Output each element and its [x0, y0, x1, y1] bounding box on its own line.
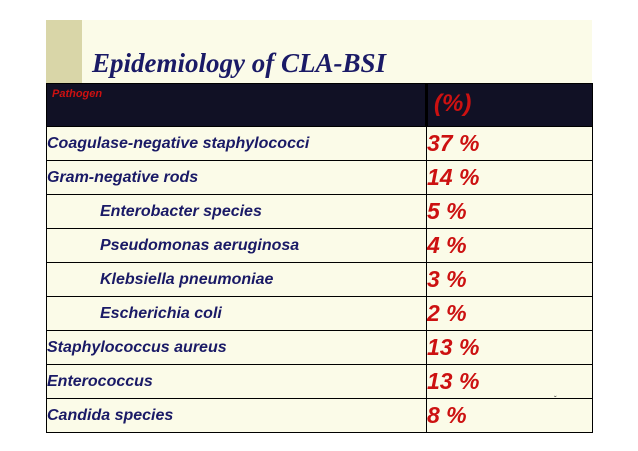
table-row: Enterobacter species 5 %	[47, 195, 593, 229]
pathogen-name: Candida species	[47, 399, 427, 433]
pathogen-name: Klebsiella pneumoniae	[47, 263, 427, 297]
table-row: Gram-negative rods 14 %	[47, 161, 593, 195]
pathogen-name: Gram-negative rods	[47, 161, 427, 195]
pathogen-name: Enterococcus	[47, 365, 427, 399]
table-row: Pseudomonas aeruginosa 4 %	[47, 229, 593, 263]
pathogen-table: Pathogen (%) Coagulase-negative staphylo…	[46, 83, 593, 433]
slide-title: Epidemiology of CLA-BSI	[92, 47, 386, 79]
pathogen-percent: 37 %	[427, 127, 593, 161]
pathogen-name: Pseudomonas aeruginosa	[47, 229, 427, 263]
table-row: Coagulase-negative staphylococci 37 %	[47, 127, 593, 161]
pathogen-percent: 4 %	[427, 229, 593, 263]
title-accent-bar	[46, 20, 82, 83]
table-row: Enterococcus 13 %	[47, 365, 593, 399]
footer-mark: ˇ	[554, 395, 557, 404]
percent-column-header: (%)	[427, 84, 593, 127]
pathogen-percent: 13 %	[427, 365, 593, 399]
pathogen-percent: 8 %	[427, 399, 593, 433]
pathogen-name: Staphylococcus aureus	[47, 331, 427, 365]
pathogen-percent: 3 %	[427, 263, 593, 297]
pathogen-column-header: Pathogen	[47, 84, 427, 127]
table-row: Staphylococcus aureus 13 %	[47, 331, 593, 365]
table-header-row: Pathogen (%)	[47, 84, 593, 127]
slide: Epidemiology of CLA-BSI Pathogen (%) Coa…	[46, 20, 592, 431]
pathogen-name: Coagulase-negative staphylococci	[47, 127, 427, 161]
pathogen-percent: 13 %	[427, 331, 593, 365]
table-row: Escherichia coli 2 %	[47, 297, 593, 331]
pathogen-name: Escherichia coli	[47, 297, 427, 331]
table-row: Klebsiella pneumoniae 3 %	[47, 263, 593, 297]
table-row: Candida species 8 %	[47, 399, 593, 433]
pathogen-percent: 5 %	[427, 195, 593, 229]
pathogen-percent: 14 %	[427, 161, 593, 195]
pathogen-name: Enterobacter species	[47, 195, 427, 229]
pathogen-percent: 2 %	[427, 297, 593, 331]
